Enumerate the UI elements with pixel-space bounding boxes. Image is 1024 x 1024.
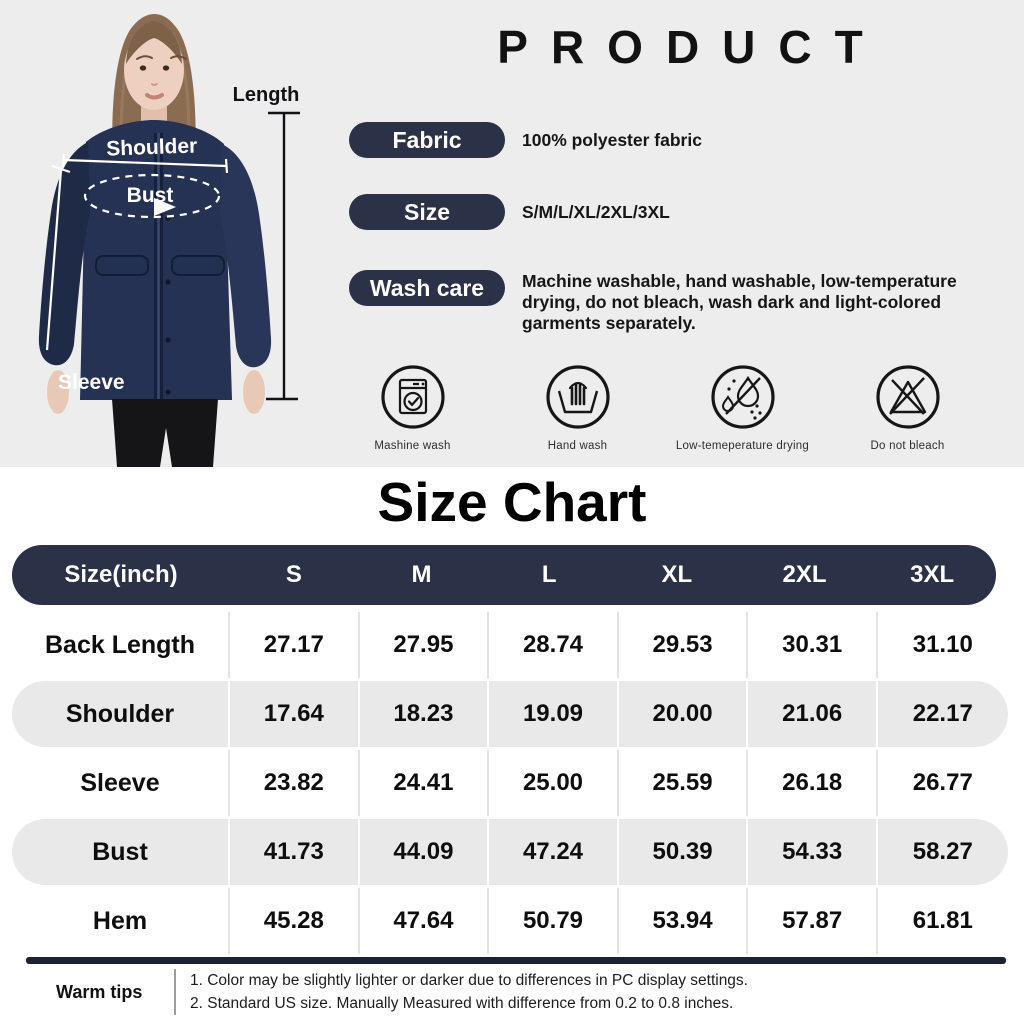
warm-tips-bar xyxy=(26,957,1006,964)
size-cell: 53.94 xyxy=(619,888,749,954)
page-title: PRODUCT xyxy=(497,21,886,73)
size-cell: 61.81 xyxy=(912,907,973,934)
care-item-low-temperature-drying: Low-temeperature drying xyxy=(660,363,825,452)
wash-care-value: Machine washable, hand washable, low-tem… xyxy=(522,271,957,333)
size-cell: 47.24 xyxy=(489,819,619,885)
low-temperature-drying-icon xyxy=(710,365,775,429)
size-cell: 45.28 xyxy=(230,888,360,954)
care-item-machine-wash: Mashine wash xyxy=(330,363,495,452)
size-cell: 19.09 xyxy=(489,681,619,747)
woman-hair-front xyxy=(126,21,182,64)
size-cell: 25.00 xyxy=(489,750,619,816)
header-cell-s: S xyxy=(285,561,302,588)
size-chart-body: Back Length 27.17 27.95 28.74 29.53 30.3… xyxy=(12,612,1008,957)
size-cell: 54.33 xyxy=(748,819,878,885)
woman-legs xyxy=(112,399,218,467)
woman-face xyxy=(124,30,184,110)
size-cell: 18.23 xyxy=(360,681,490,747)
care-item-do-not-bleach: Do not bleach xyxy=(825,363,990,452)
size-cell: 21.06 xyxy=(748,681,878,747)
header-cell-2xl: 2XL xyxy=(782,561,827,588)
warm-tips-section: Warm tips 1. Color may be slightly light… xyxy=(56,969,1006,1016)
measurement-bust xyxy=(83,173,221,219)
size-cell: 17.64 xyxy=(230,681,360,747)
table-row-sleeve: Sleeve 23.82 24.41 25.00 25.59 26.18 26.… xyxy=(12,750,1008,816)
care-label: Hand wash xyxy=(547,440,608,452)
header-cell-3xl: 3XL xyxy=(910,561,955,588)
fabric-value: 100% polyester fabric xyxy=(522,129,702,150)
warm-tips-label: Warm tips xyxy=(56,981,143,1002)
row-label: Sleeve xyxy=(12,750,230,816)
shoulder-label: Shoulder xyxy=(106,134,198,160)
size-cell: 26.18 xyxy=(748,750,878,816)
size-cell: 57.87 xyxy=(748,888,878,954)
size-cell: 22.17 xyxy=(912,700,973,727)
model-photo: Length Shoulder Bust Sleeve xyxy=(38,14,300,467)
warm-tips-divider xyxy=(174,969,176,1016)
size-value: S/M/L/XL/2XL/3XL xyxy=(522,201,670,222)
measurement-shoulder xyxy=(61,153,229,174)
length-label: Length xyxy=(233,84,300,106)
spec-row-size: Size S/M/L/XL/2XL/3XL xyxy=(349,194,670,230)
fabric-pill: Fabric xyxy=(349,122,505,158)
table-row-back-length: Back Length 27.17 27.95 28.74 29.53 30.3… xyxy=(12,612,1008,678)
size-chart-title: Size Chart xyxy=(377,471,647,533)
header-cell-l: L xyxy=(541,561,557,588)
hero-section: Length Shoulder Bust Sleeve PRODUCT Fabr… xyxy=(0,0,1024,467)
table-row-bust: Bust 41.73 44.09 47.24 50.39 54.33 58.27 xyxy=(12,819,1008,885)
size-cell: 50.39 xyxy=(619,819,749,885)
size-cell: 30.31 xyxy=(748,612,878,678)
measurement-sleeve xyxy=(45,164,71,351)
size-cell: 27.95 xyxy=(360,612,490,678)
row-label: Bust xyxy=(12,819,230,885)
size-cell: 25.59 xyxy=(619,750,749,816)
row-label: Back Length xyxy=(12,612,230,678)
header-cell-m: M xyxy=(411,561,432,588)
size-pill: Size xyxy=(349,194,505,230)
measurement-length xyxy=(266,111,300,401)
do-not-bleach-icon xyxy=(875,365,940,429)
row-label: Shoulder xyxy=(12,681,230,747)
size-cell: 31.10 xyxy=(912,631,973,658)
size-cell: 28.74 xyxy=(489,612,619,678)
care-label: Do not bleach xyxy=(870,440,945,452)
hand-wash-icon xyxy=(545,365,610,429)
size-cell: 41.73 xyxy=(230,819,360,885)
row-label: Hem xyxy=(12,888,230,954)
sleeve-label: Sleeve xyxy=(58,371,125,394)
size-cell: 26.77 xyxy=(912,769,973,796)
table-row-shoulder: Shoulder 17.64 18.23 19.09 20.00 21.06 2… xyxy=(12,681,1008,747)
header-cell-size-inch: Size(inch) xyxy=(64,561,178,588)
machine-wash-icon xyxy=(380,365,445,429)
care-item-hand-wash: Hand wash xyxy=(495,363,660,452)
bust-arrow xyxy=(154,198,176,216)
care-icons-row: Mashine wash Hand wash xyxy=(330,363,990,452)
size-cell: 50.79 xyxy=(489,888,619,954)
table-row-hem: Hem 45.28 47.64 50.79 53.94 57.87 61.81 xyxy=(12,888,1008,954)
jacket xyxy=(38,120,272,400)
size-cell: 47.64 xyxy=(360,888,490,954)
woman-hand-right xyxy=(243,370,265,414)
spec-row-wash-care: Wash care Machine washable, hand washabl… xyxy=(349,270,1002,334)
spec-row-fabric: Fabric 100% polyester fabric xyxy=(349,122,702,158)
size-cell: 24.41 xyxy=(360,750,490,816)
care-label: Mashine wash xyxy=(374,440,451,452)
wash-care-pill: Wash care xyxy=(349,270,505,306)
size-cell: 29.53 xyxy=(619,612,749,678)
size-cell: 27.17 xyxy=(230,612,360,678)
size-cell: 20.00 xyxy=(619,681,749,747)
warm-tips-text: 1. Color may be slightly lighter or dark… xyxy=(190,972,748,1013)
header-cell-xl: XL xyxy=(661,561,693,588)
size-chart-header: Size(inch) S M L XL 2XL 3XL xyxy=(12,545,996,605)
care-label: Low-temeperature drying xyxy=(675,440,810,452)
size-cell: 44.09 xyxy=(360,819,490,885)
woman-hand-left xyxy=(47,370,69,414)
size-cell: 23.82 xyxy=(230,750,360,816)
size-cell: 58.27 xyxy=(912,838,973,865)
